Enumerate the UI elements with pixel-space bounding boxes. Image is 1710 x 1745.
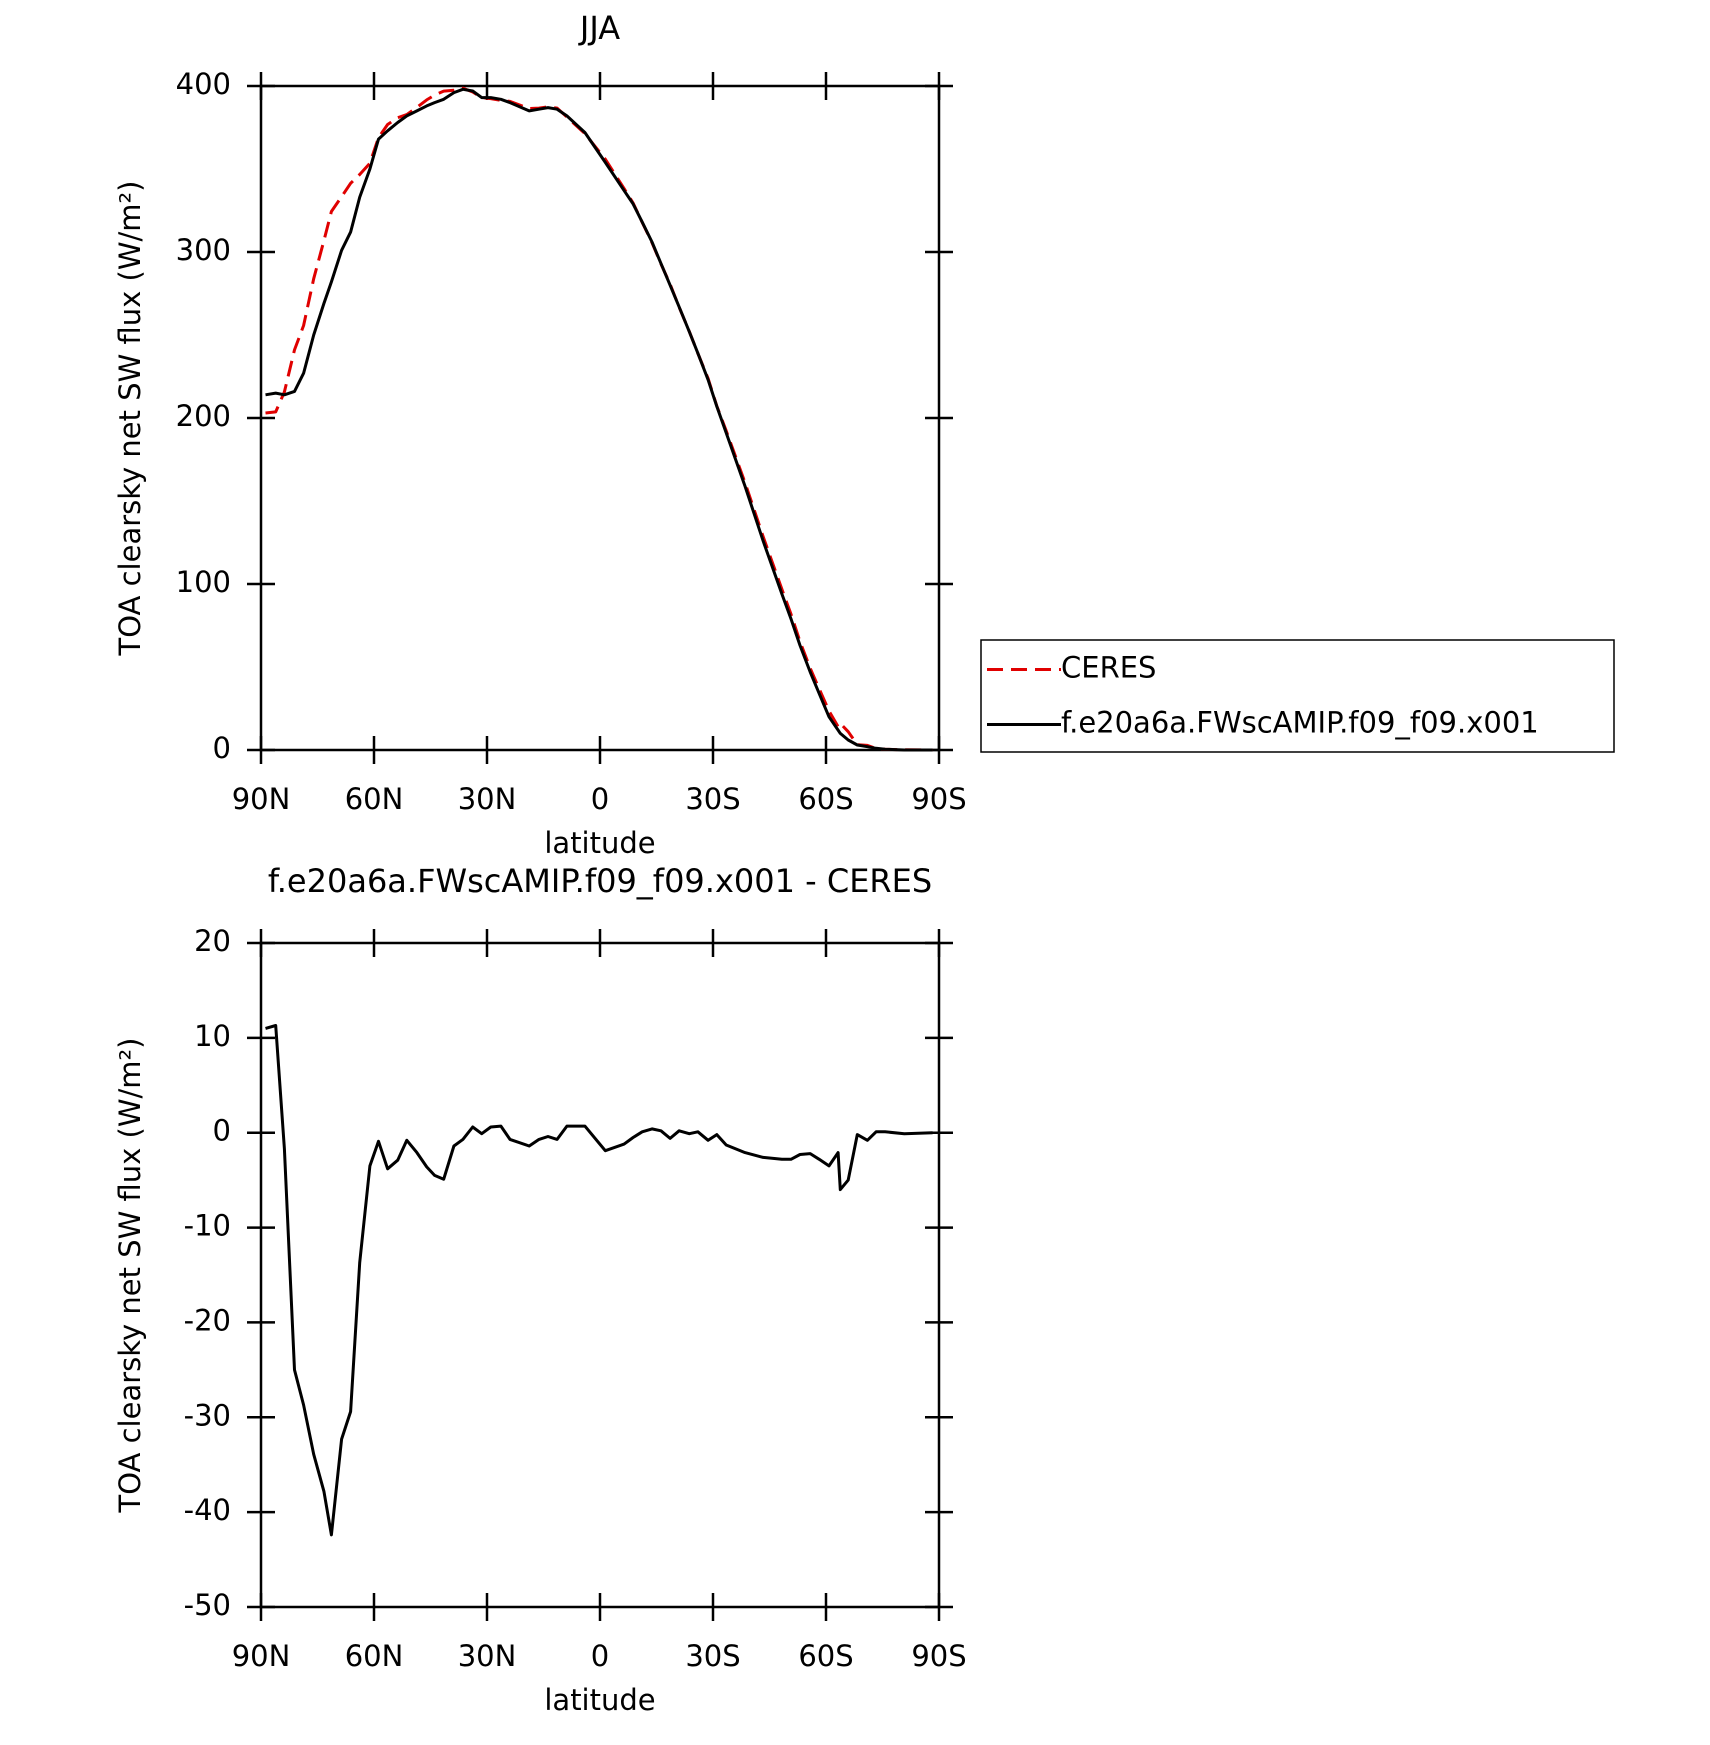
y-tick-label: 10 xyxy=(194,1019,231,1053)
x-tick-label: 30N xyxy=(458,782,517,816)
y-axis-label: TOA clearsky net SW flux (W/m²) xyxy=(113,181,147,657)
x-tick-label: 60S xyxy=(798,782,853,816)
x-tick-label: 0 xyxy=(591,1639,609,1673)
y-tick-label: 0 xyxy=(213,1114,231,1148)
y-tick-label: 100 xyxy=(176,565,231,599)
x-tick-label: 60N xyxy=(345,782,404,816)
y-tick-label: -10 xyxy=(184,1209,231,1243)
x-tick-label: 30S xyxy=(685,782,740,816)
x-axis-label: latitude xyxy=(544,826,655,860)
y-tick-label: 300 xyxy=(176,233,231,267)
legend-label: f.e20a6a.FWscAMIP.f09_f09.x001 xyxy=(1061,706,1539,740)
x-tick-label: 30N xyxy=(458,1639,517,1673)
y-tick-label: -20 xyxy=(184,1303,231,1337)
x-axis-label: latitude xyxy=(544,1683,655,1717)
data-line xyxy=(265,1024,933,1537)
y-tick-label: 200 xyxy=(176,399,231,433)
y-tick-label: -50 xyxy=(184,1588,231,1622)
y-tick-label: 0 xyxy=(213,731,231,765)
legend-box xyxy=(980,639,1615,753)
x-tick-label: 90S xyxy=(911,782,966,816)
chart-title: JJA xyxy=(578,9,620,47)
x-tick-label: 90N xyxy=(232,782,291,816)
x-tick-label: 90N xyxy=(232,1639,291,1673)
data-line xyxy=(265,87,933,752)
plot-frame xyxy=(259,84,941,752)
x-tick-label: 60N xyxy=(345,1639,404,1673)
y-tick-label: 400 xyxy=(176,67,231,101)
y-tick-label: 20 xyxy=(194,924,231,958)
y-axis-label: TOA clearsky net SW flux (W/m²) xyxy=(113,1038,147,1514)
y-tick-label: -30 xyxy=(184,1398,231,1432)
chart-title: f.e20a6a.FWscAMIP.f09_f09.x001 - CERES xyxy=(268,862,932,900)
x-tick-label: 30S xyxy=(685,1639,740,1673)
x-tick-label: 0 xyxy=(591,782,609,816)
plot-frame xyxy=(259,941,941,1609)
legend-label: CERES xyxy=(1061,651,1156,685)
y-tick-label: -40 xyxy=(184,1493,231,1527)
x-tick-label: 90S xyxy=(911,1639,966,1673)
x-tick-label: 60S xyxy=(798,1639,853,1673)
data-line xyxy=(265,86,933,752)
